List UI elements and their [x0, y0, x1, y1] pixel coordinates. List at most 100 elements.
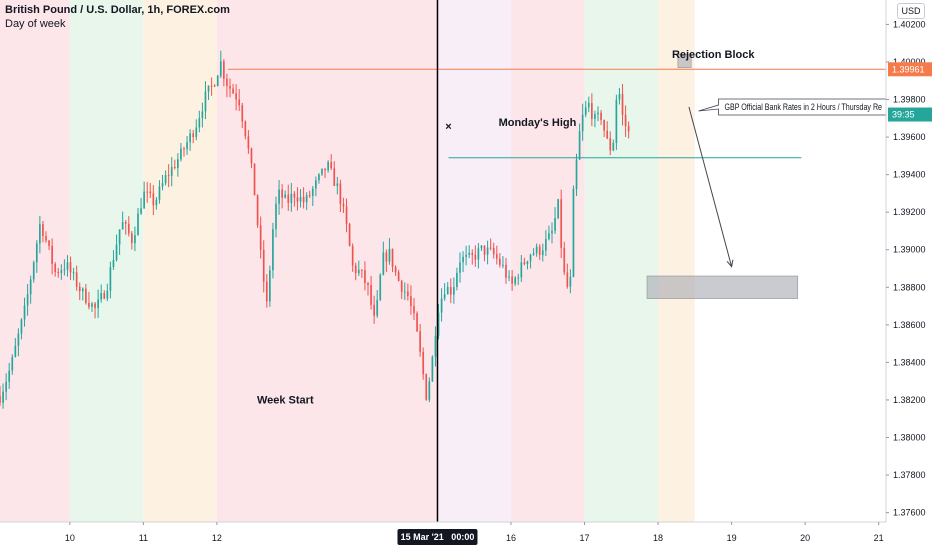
countdown-tag[interactable]: [888, 107, 932, 122]
candle-body: [597, 112, 599, 115]
candle-body: [499, 258, 501, 265]
candle-body: [244, 121, 247, 137]
candle-body: [434, 335, 437, 357]
candle-body: [486, 247, 489, 255]
candle-body: [131, 233, 133, 244]
target-arrow[interactable]: [688, 106, 733, 267]
candle-body: [305, 195, 308, 203]
countdown-tag-label: 39:35: [892, 110, 915, 120]
candle-body: [69, 262, 72, 273]
candle-body: [192, 133, 195, 138]
candle-body: [615, 99, 618, 143]
price-tick-label: 1.38200: [893, 395, 926, 405]
candle-body: [321, 168, 323, 175]
candle-body: [410, 296, 412, 307]
candle-body: [85, 288, 87, 303]
candle-body: [216, 75, 219, 87]
candle-body: [103, 292, 106, 299]
candle-body: [575, 159, 578, 189]
horizontal-lines[interactable]: [227, 68, 886, 159]
candle-body: [75, 272, 78, 287]
candle-body: [17, 333, 20, 346]
candle-body: [106, 290, 109, 299]
candle-body: [413, 306, 415, 314]
price-tick-label: 1.40200: [893, 19, 926, 29]
candle-body: [477, 248, 480, 260]
candle-body: [219, 61, 222, 76]
candle-body: [517, 277, 520, 279]
price-tick-label: 1.39600: [893, 132, 926, 142]
candle-body: [538, 246, 541, 255]
candle-body: [354, 265, 357, 274]
candle-body: [388, 248, 391, 262]
candle-body: [149, 191, 152, 194]
candle-body: [207, 85, 210, 92]
candle-body: [48, 240, 50, 246]
candle-body: [23, 305, 26, 320]
price-tick-label: 1.39400: [893, 170, 926, 180]
candle-body: [253, 163, 256, 196]
candle-body: [351, 245, 354, 266]
candle-body: [88, 302, 90, 307]
candle-body: [535, 246, 538, 254]
cross-marker[interactable]: ×: [445, 121, 451, 133]
candle-body: [66, 262, 69, 270]
candle-body: [63, 269, 66, 271]
candle-body: [440, 298, 443, 313]
candle-body: [532, 253, 535, 255]
candle-body: [140, 208, 142, 214]
candle-body: [446, 286, 449, 295]
target-zone[interactable]: [646, 275, 799, 299]
candle-body: [97, 299, 99, 308]
candle-body: [551, 230, 553, 234]
candle-body: [173, 166, 176, 168]
candle-body: [152, 193, 155, 206]
candle-body: [566, 272, 569, 287]
day-band: [69, 0, 144, 522]
day-band: [216, 0, 438, 522]
candle-body: [471, 252, 474, 255]
candle-body: [2, 391, 4, 403]
candle-body: [180, 148, 182, 160]
price-tick-label: 1.38400: [893, 357, 926, 367]
candle-body: [121, 222, 124, 230]
price-tick-label: 1.38800: [893, 282, 926, 292]
candle-body: [333, 168, 336, 186]
candle-body: [265, 281, 268, 302]
candle-body: [60, 270, 63, 273]
time-axis[interactable]: 10 11 12 16 17 18 19 20 21 15 Mar '21 00:00: [0, 521, 932, 550]
time-tick-label: 18: [653, 533, 663, 543]
candle-body: [272, 229, 274, 271]
candle-body: [324, 168, 326, 171]
price-tick-label: 1.40000: [893, 57, 926, 67]
candle-body: [453, 287, 455, 295]
price-axis[interactable]: 1.40200 1.40000 1.39800 1.39600 1.39400 1.392…: [885, 0, 932, 522]
candle-body: [489, 247, 492, 249]
candle-body: [124, 222, 127, 224]
candle-body: [624, 114, 627, 126]
day-of-week-bands: [0, 0, 695, 522]
candle-body: [348, 223, 351, 246]
candle-body: [287, 194, 290, 203]
candle-body: [54, 263, 57, 273]
candle-body: [557, 199, 559, 219]
crosshair-time-label: 15 Mar '21 00:00: [401, 532, 475, 542]
currency-button[interactable]: USD: [897, 3, 925, 19]
candle-body: [308, 195, 311, 197]
candle-body: [290, 193, 293, 203]
time-tick-label: 10: [65, 533, 75, 543]
crosshair-time-tag[interactable]: [397, 529, 478, 545]
candle-body: [57, 272, 60, 274]
candle-body: [177, 159, 179, 168]
candle-body: [241, 105, 244, 122]
candle-body: [462, 256, 464, 263]
rejection-block[interactable]: [677, 54, 692, 68]
candle-body: [91, 303, 93, 307]
price-tick-label: 1.38000: [893, 433, 926, 443]
candle-body: [250, 148, 253, 164]
last-high-tag[interactable]: [888, 62, 932, 77]
drawings[interactable]: Rejection Block Monday's High Week Start × G…: [257, 0, 887, 522]
candle-body: [508, 276, 510, 278]
time-tick-label: 19: [727, 533, 737, 543]
